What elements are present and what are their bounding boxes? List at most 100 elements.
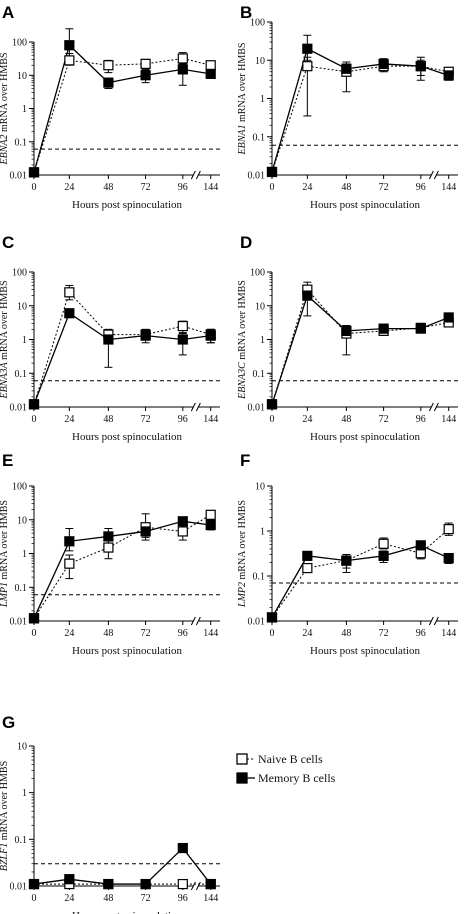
data-point-memory: [177, 842, 188, 854]
data-point-naive: [64, 287, 75, 298]
x-axis-break-mark: [433, 170, 439, 180]
y-axis-label-gene: LMP2: [237, 582, 248, 608]
x-tick-label: 72: [379, 414, 389, 425]
y-tick-label: 0.1: [15, 369, 28, 380]
y-tick-label: 100: [250, 18, 265, 29]
data-point-naive: [64, 558, 75, 569]
x-tick-label: 96: [416, 182, 426, 193]
chart-panel-c: C 0.01 0.1 1 10 100 0 24 48 72 96 144 Hours post spi…: [0, 233, 220, 443]
chart-panel-e: E 0.01 0.1 1 10 100 0 24 48 72 96 144 Hours post spi…: [0, 451, 220, 657]
x-tick-label: 144: [203, 628, 218, 639]
y-tick-label: 1: [22, 335, 27, 346]
y-axis-label-gene: EBNA1: [237, 124, 248, 155]
legend-naive-label: Naive B cells: [258, 752, 323, 766]
data-point-memory: [415, 323, 426, 334]
x-tick-label: 0: [32, 182, 37, 193]
y-tick-label: 10: [255, 482, 265, 493]
data-point-memory: [266, 399, 278, 410]
x-tick-label: 0: [32, 628, 37, 639]
data-point-naive: [140, 58, 151, 69]
x-tick-label: 72: [141, 414, 151, 425]
data-point-naive: [302, 562, 313, 574]
data-point-memory: [103, 531, 114, 542]
x-axis-break-mark: [428, 170, 434, 180]
x-tick-label: 0: [32, 414, 37, 425]
x-tick-label: 72: [141, 893, 151, 904]
x-tick-label: 96: [178, 414, 188, 425]
y-axis-label-unit: mRNA over HMBS: [237, 500, 248, 582]
x-tick-label: 0: [270, 414, 275, 425]
x-tick-label: 24: [302, 182, 312, 193]
data-point-memory: [266, 612, 278, 623]
y-axis-label-gene: LMP1: [0, 582, 10, 608]
x-axis-break-mark: [190, 170, 196, 180]
y-axis-label-gene: EBNA2: [0, 134, 10, 165]
x-axis-break-mark: [190, 616, 196, 626]
data-point-naive: [103, 542, 114, 553]
data-point-naive: [177, 320, 188, 332]
x-axis-break-mark: [433, 616, 439, 626]
data-point-memory: [103, 77, 114, 88]
data-point-memory: [302, 43, 313, 54]
data-point-memory: [378, 323, 389, 334]
data-point-memory: [177, 64, 188, 75]
y-tick-label: 1: [260, 335, 265, 346]
y-axis-label-unit: mRNA over HMBS: [0, 761, 10, 843]
y-axis-label: EBNA2 mRNA over HMBS: [0, 53, 10, 166]
y-axis-label-gene: BZLF1: [0, 843, 10, 871]
data-point-naive: [103, 60, 114, 71]
y-axis-label: LMP2 mRNA over HMBS: [237, 500, 248, 608]
x-tick-label: 48: [103, 182, 113, 193]
data-point-memory: [443, 70, 454, 81]
data-point-memory: [266, 166, 278, 178]
x-tick-label: 96: [178, 628, 188, 639]
chart-panel-b: B 0.01 0.1 1 10 100 0 24 48 72 96 144 Hours post spi…: [237, 3, 458, 211]
data-point-naive: [177, 53, 188, 64]
data-point-memory: [341, 325, 352, 336]
data-point-memory: [177, 516, 188, 527]
series-line-naive: [33, 291, 211, 405]
series-line-memory: [271, 294, 449, 405]
data-point-memory: [443, 552, 454, 564]
y-tick-label: 10: [255, 56, 265, 67]
x-tick-label: 144: [203, 414, 218, 425]
x-tick-label: 24: [64, 182, 74, 193]
data-point-memory: [205, 68, 216, 79]
x-tick-label: 0: [32, 893, 37, 904]
legend-naive-marker: [236, 753, 248, 765]
y-tick-label: 0.01: [10, 882, 28, 893]
data-point-memory: [415, 540, 426, 551]
y-tick-label: 0.1: [253, 572, 266, 583]
y-tick-label: 0.01: [10, 403, 28, 414]
x-tick-label: 96: [178, 182, 188, 193]
x-tick-label: 48: [341, 182, 351, 193]
data-point-memory: [28, 613, 40, 624]
y-axis-label-unit: mRNA over HMBS: [237, 280, 248, 362]
data-point-naive: [378, 538, 389, 549]
y-tick-label: 0.01: [248, 171, 266, 182]
x-tick-label: 24: [302, 414, 312, 425]
x-tick-label: 24: [64, 893, 74, 904]
chart-panel-d: D 0.01 0.1 1 10 100 0 24 48 72 96 144 Hours post spi…: [237, 233, 458, 443]
x-tick-label: 48: [341, 414, 351, 425]
data-point-memory: [64, 40, 75, 51]
x-axis-label: Hours post spinoculation: [310, 645, 420, 657]
x-axis-break-mark: [195, 170, 201, 180]
y-tick-label: 1: [22, 788, 27, 799]
y-tick-label: 10: [17, 301, 27, 312]
data-point-memory: [302, 550, 313, 561]
x-axis-label: Hours post spinoculation: [72, 645, 182, 657]
legend-memory-marker: [236, 772, 248, 784]
panel-letter: E: [2, 451, 13, 470]
x-tick-label: 144: [203, 893, 218, 904]
series-line-naive: [271, 288, 449, 405]
data-point-memory: [140, 526, 151, 537]
data-point-memory: [205, 330, 216, 341]
x-tick-label: 96: [416, 414, 426, 425]
y-axis-label-unit: mRNA over HMBS: [0, 500, 10, 582]
panel-letter: G: [2, 713, 15, 732]
x-tick-label: 72: [141, 182, 151, 193]
data-point-naive: [205, 509, 216, 520]
data-point-memory: [378, 550, 389, 561]
y-tick-label: 0.01: [10, 171, 28, 182]
